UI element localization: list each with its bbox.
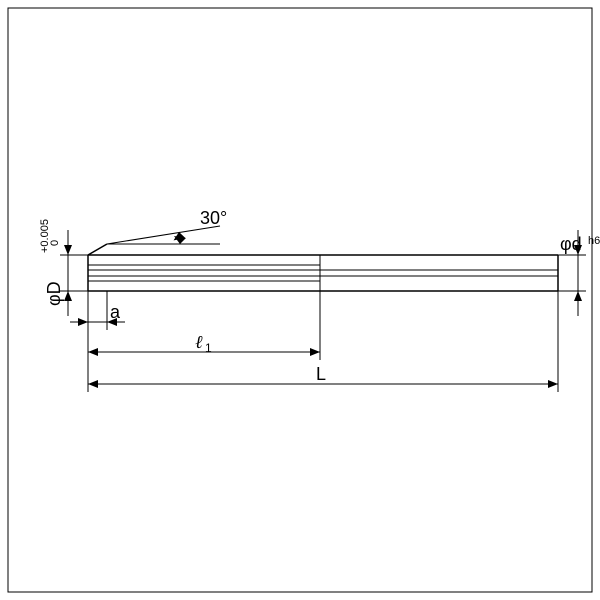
- dim-L-label: L: [316, 364, 326, 384]
- chamfer-angle: 30°: [107, 208, 227, 244]
- dim-l1-sub: 1: [205, 341, 212, 355]
- dim-d-fit: h6: [588, 235, 600, 247]
- dim-d-label: φd: [560, 234, 582, 254]
- drawing-canvas: 30° φD +0.005 0 φd h6: [0, 0, 600, 600]
- tool-body: [88, 244, 558, 291]
- dim-a-label: a: [110, 302, 121, 322]
- dim-D-label: φD: [44, 281, 64, 306]
- dim-D-tol-lower: 0: [49, 240, 61, 246]
- frame: [8, 8, 592, 592]
- dim-a: a: [70, 291, 125, 330]
- dim-D: φD +0.005 0: [39, 219, 88, 316]
- dim-L: L: [88, 291, 558, 392]
- dim-D-tol-upper: +0.005: [39, 219, 51, 253]
- dim-d: φd h6: [558, 230, 600, 316]
- dim-l1-label: ℓ: [195, 332, 203, 352]
- dim-l1: ℓ 1: [88, 291, 320, 360]
- angle-label: 30°: [200, 208, 227, 228]
